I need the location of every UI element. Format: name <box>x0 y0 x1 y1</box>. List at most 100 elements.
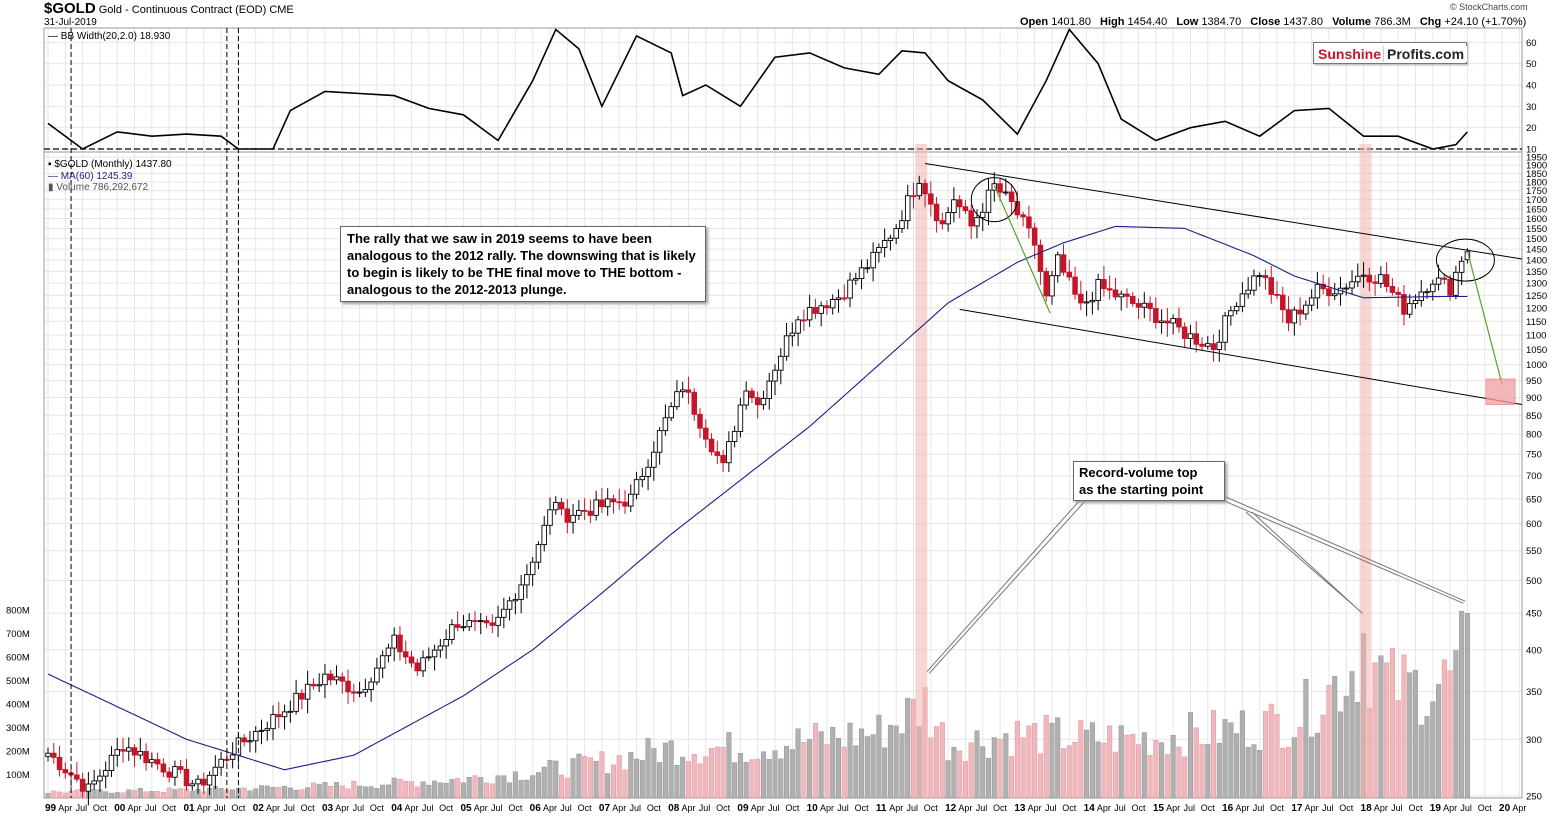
volume-legend: ▮ Volume 786,292,672 <box>48 182 149 193</box>
x-tick-label: Apr <box>958 803 972 813</box>
plot-frame <box>43 27 1523 799</box>
candle-body <box>720 455 726 464</box>
x-tick-label: Oct <box>1062 803 1077 813</box>
candle-body <box>679 389 686 393</box>
volume-bar <box>466 777 472 799</box>
x-tick-label: Apr <box>474 803 488 813</box>
volume-bar <box>287 787 293 799</box>
price-tick-label: 1600 <box>1526 214 1547 225</box>
candle-body <box>593 499 599 516</box>
candle-body <box>1389 286 1396 293</box>
candle-body <box>1158 320 1165 323</box>
x-tick-label: Apr <box>1097 803 1111 813</box>
candle-body <box>1412 300 1419 305</box>
volume-bar <box>1043 715 1049 799</box>
volume-bar <box>1020 737 1026 799</box>
price-tick-label: 1750 <box>1526 186 1547 197</box>
volume-bar <box>535 772 541 799</box>
candle-body <box>760 398 767 406</box>
x-tick-label: Jul <box>630 803 642 813</box>
volume-bar <box>859 728 865 799</box>
price-tick-label: 1950 <box>1526 153 1547 164</box>
candle-body <box>397 634 403 653</box>
volume-bar <box>1314 732 1320 799</box>
price-tick-label: 1500 <box>1526 234 1547 245</box>
volume-bar <box>512 771 518 799</box>
volume-bar <box>784 745 790 799</box>
x-tick-label: Apr <box>1166 803 1180 813</box>
volume-bar <box>847 722 853 799</box>
candle-body <box>968 210 974 227</box>
candle-body <box>166 771 172 778</box>
volume-value: 786.3M <box>1374 16 1411 28</box>
price-tick-label: 1150 <box>1526 317 1546 328</box>
candle-body <box>368 681 374 691</box>
volume-bar <box>1037 753 1043 799</box>
volume-bar <box>1274 714 1280 799</box>
candle-body <box>633 479 640 495</box>
x-tick-label: Jul <box>560 803 572 813</box>
volume-tick-label: 200M <box>6 747 30 758</box>
x-tick-label: 12 <box>945 803 957 814</box>
candle-body <box>489 622 496 626</box>
price-tick-label: 650 <box>1526 494 1542 505</box>
volume-bar <box>328 785 334 799</box>
x-tick-label: 02 <box>253 803 265 814</box>
volume-bar <box>501 775 507 799</box>
volume-bar <box>772 750 778 799</box>
x-tick-label: Apr <box>612 803 626 813</box>
candle-body <box>1280 294 1286 311</box>
x-tick-label: 17 <box>1291 803 1303 814</box>
candle-body <box>691 391 697 415</box>
candle-body <box>1320 283 1326 290</box>
volume-bar <box>778 758 784 799</box>
candle-body <box>1118 293 1124 298</box>
candle-body <box>1008 191 1015 202</box>
volume-bar <box>178 788 184 799</box>
volume-bar <box>564 777 570 799</box>
candle-body <box>1222 315 1228 343</box>
volume-bar <box>310 782 316 799</box>
price-tick-label: 1650 <box>1526 204 1547 215</box>
volume-bar <box>489 783 495 799</box>
ma-legend: — MA(60) 1245.39 <box>48 171 133 182</box>
volume-bar <box>1164 754 1170 799</box>
candle-body <box>97 775 103 782</box>
volume-bar <box>1337 711 1343 799</box>
candle-body <box>576 509 582 516</box>
candle-body <box>674 391 680 408</box>
x-tick-label: Apr <box>1374 803 1388 813</box>
open-label: Open <box>1020 16 1049 28</box>
candle-body <box>904 195 911 222</box>
candle-body <box>1130 295 1136 304</box>
open-value: 1401.80 <box>1051 16 1091 28</box>
volume-bar <box>1447 670 1453 799</box>
price-tick-label: 400 <box>1526 645 1542 656</box>
volume-bar <box>899 733 905 799</box>
volume-bar <box>270 787 276 799</box>
volume-bar <box>276 786 282 799</box>
x-tick-label: Apr <box>58 803 72 813</box>
candle-body <box>916 183 923 197</box>
volume-bar <box>628 752 634 799</box>
volume-bar <box>1130 734 1136 799</box>
volume-bar <box>264 785 270 799</box>
volume-bar <box>697 763 703 799</box>
volume-bar <box>1222 719 1228 799</box>
candle-body <box>962 206 969 212</box>
candle-body <box>899 220 905 230</box>
volume-bar <box>126 789 132 799</box>
volume-bar <box>1205 743 1211 799</box>
volume-bar <box>322 782 328 799</box>
circle-2012-top <box>970 177 1018 223</box>
candle-body <box>789 332 796 337</box>
candle-body <box>703 427 709 440</box>
volume-bar <box>726 732 732 799</box>
candle-body <box>310 683 317 687</box>
candle-body <box>743 390 749 406</box>
candle-body <box>252 730 259 742</box>
volume-bar <box>1026 725 1032 799</box>
volume-bar <box>986 757 992 799</box>
volume-bar <box>1003 733 1009 799</box>
bb-width-line <box>47 28 1468 150</box>
